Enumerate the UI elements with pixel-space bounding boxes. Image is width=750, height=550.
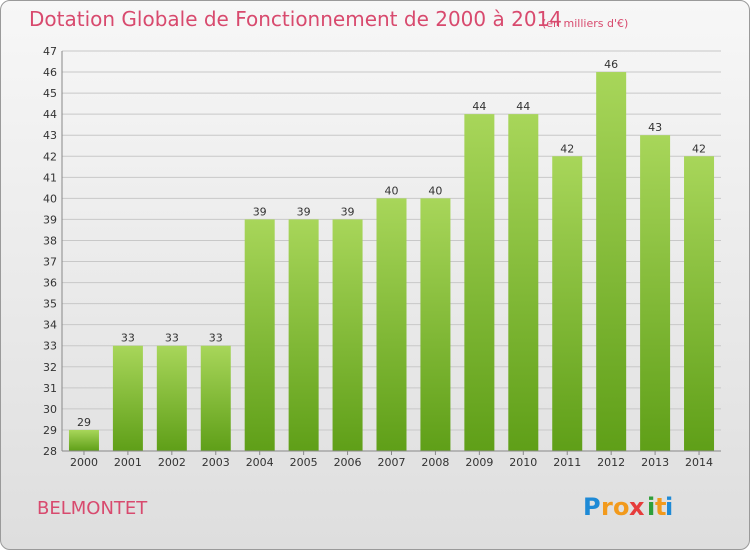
- bar-value-label: 42: [560, 142, 574, 155]
- bar-value-label: 33: [209, 332, 223, 345]
- y-tick-label: 40: [43, 192, 57, 205]
- y-tick-label: 43: [43, 129, 57, 142]
- x-tick-label: 2010: [509, 456, 537, 469]
- x-tick-label: 2012: [597, 456, 625, 469]
- bar-2006: [332, 219, 363, 451]
- bars: 29 33 33 33 39 39 39 40 40 44 44 42 46 43 42: [68, 58, 715, 452]
- bar-2008: [420, 198, 451, 451]
- x-tick-label: 2014: [685, 456, 713, 469]
- y-tick-label: 35: [43, 298, 57, 311]
- axes: 28 29 30 31 32 33 34 35 36 37 38 39 40 41 42 43 44 45 46 47…: [43, 45, 721, 469]
- bar-2002: [156, 345, 187, 451]
- y-tick-label: 39: [43, 213, 57, 226]
- logo-letter: x: [629, 493, 645, 521]
- bar-2013: [640, 135, 671, 452]
- logo-letter: i: [647, 493, 655, 521]
- bar-2007: [376, 198, 407, 451]
- bar-value-label: 44: [472, 100, 486, 113]
- y-tick-label: 46: [43, 66, 57, 79]
- logo-letter: r: [601, 493, 613, 521]
- bar-2001: [112, 345, 143, 451]
- y-tick-label: 44: [43, 108, 57, 121]
- bar-2014: [684, 156, 715, 451]
- x-tick-label: 2013: [641, 456, 669, 469]
- bar-value-label: 39: [253, 205, 267, 218]
- chart-subtitle: (en milliers d'€): [542, 17, 629, 30]
- bar-value-label: 39: [341, 205, 355, 218]
- y-tick-label: 33: [43, 340, 57, 353]
- y-tick-label: 28: [43, 445, 57, 458]
- x-tick-label: 2000: [70, 456, 98, 469]
- logo-letter: P: [583, 493, 601, 521]
- y-tick-label: 38: [43, 234, 57, 247]
- bar-2000: [68, 429, 99, 451]
- bar-value-label: 44: [516, 100, 530, 113]
- bar-value-label: 33: [121, 332, 135, 345]
- bar-value-label: 29: [77, 416, 91, 429]
- bar-value-label: 33: [165, 332, 179, 345]
- bar-value-label: 40: [428, 184, 442, 197]
- x-tick-label: 2004: [246, 456, 274, 469]
- bar-2011: [552, 156, 583, 451]
- y-tick-label: 41: [43, 171, 57, 184]
- bar-value-label: 46: [604, 58, 618, 71]
- bar-value-label: 40: [385, 184, 399, 197]
- x-tick-label: 2005: [290, 456, 318, 469]
- x-tick-label: 2001: [114, 456, 142, 469]
- y-tick-label: 45: [43, 87, 57, 100]
- x-tick-label: 2003: [202, 456, 230, 469]
- bar-2009: [464, 114, 495, 451]
- bar-value-label: 43: [648, 121, 662, 134]
- y-tick-label: 29: [43, 424, 57, 437]
- bar-2004: [244, 219, 275, 451]
- y-tick-label: 34: [43, 319, 57, 332]
- commune-name: BELMONTET: [37, 498, 148, 519]
- x-tick-label: 2002: [158, 456, 186, 469]
- bar-value-label: 39: [297, 205, 311, 218]
- y-tick-label: 30: [43, 403, 57, 416]
- logo-letter: o: [613, 493, 630, 521]
- x-tick-label: 2006: [334, 456, 362, 469]
- x-tick-label: 2011: [553, 456, 581, 469]
- bar-2003: [200, 345, 231, 451]
- logo-letter: i: [665, 493, 673, 521]
- bar-value-label: 42: [692, 142, 706, 155]
- y-tick-label: 32: [43, 361, 57, 374]
- bar-2010: [508, 114, 539, 451]
- y-tick-label: 31: [43, 382, 57, 395]
- logo-letter: t: [655, 493, 666, 521]
- bar-2012: [596, 72, 627, 451]
- y-tick-label: 47: [43, 45, 57, 58]
- x-tick-label: 2007: [378, 456, 406, 469]
- y-tick-label: 42: [43, 150, 57, 163]
- x-tick-label: 2009: [465, 456, 493, 469]
- y-tick-label: 36: [43, 277, 57, 290]
- x-tick-label: 2008: [421, 456, 449, 469]
- chart-title: Dotation Globale de Fonctionnement de 20…: [29, 7, 562, 31]
- bar-2005: [288, 219, 319, 451]
- y-tick-label: 37: [43, 256, 57, 269]
